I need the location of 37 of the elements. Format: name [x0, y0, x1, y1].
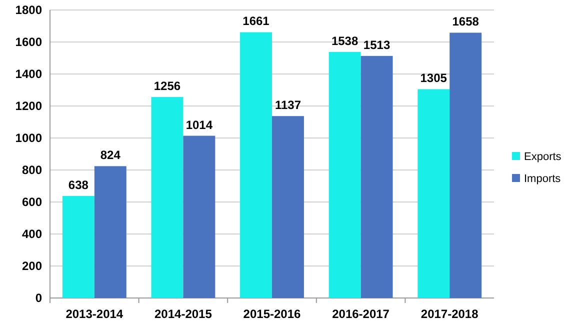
data-label: 824: [100, 148, 121, 162]
x-tick-label: 2017-2018: [420, 307, 479, 321]
data-label: 1538: [331, 34, 358, 48]
data-label: 1256: [154, 79, 181, 94]
y-tick-label: 1600: [15, 35, 42, 50]
y-tick-label: 0: [35, 291, 42, 306]
data-label: 1305: [420, 71, 448, 86]
x-tick-label: 2013-2014: [66, 307, 124, 321]
x-tick-label: 2016-2017: [332, 307, 390, 321]
y-tick-label: 200: [22, 259, 42, 274]
bar: [183, 136, 216, 298]
bar: [360, 56, 393, 298]
bar: [240, 32, 272, 298]
bar: [94, 166, 126, 298]
bar: [272, 116, 304, 298]
bar: [450, 32, 482, 298]
data-label: 1661: [242, 14, 270, 28]
legend-label: Exports: [524, 150, 562, 163]
y-tick-label: 800: [22, 163, 42, 178]
x-tick-label: 2015-2016: [243, 307, 302, 321]
y-tick-label: 1000: [15, 131, 42, 146]
bar: [328, 52, 361, 298]
bar: [62, 196, 94, 298]
x-tick-label: 2014-2015: [154, 307, 212, 321]
data-label: 1513: [363, 38, 390, 52]
y-tick-label: 600: [22, 195, 42, 210]
y-tick-label: 400: [22, 227, 42, 242]
bar: [151, 97, 184, 298]
legend-label: Imports: [524, 172, 562, 185]
y-tick-label: 1800: [15, 3, 42, 18]
data-label: 1137: [274, 98, 302, 112]
bar: [418, 89, 450, 298]
data-label: 638: [68, 178, 89, 192]
y-tick-label: 1200: [15, 99, 42, 114]
y-tick-label: 1400: [15, 67, 42, 82]
data-label: 1014: [186, 118, 213, 132]
data-label: 1658: [452, 14, 480, 29]
